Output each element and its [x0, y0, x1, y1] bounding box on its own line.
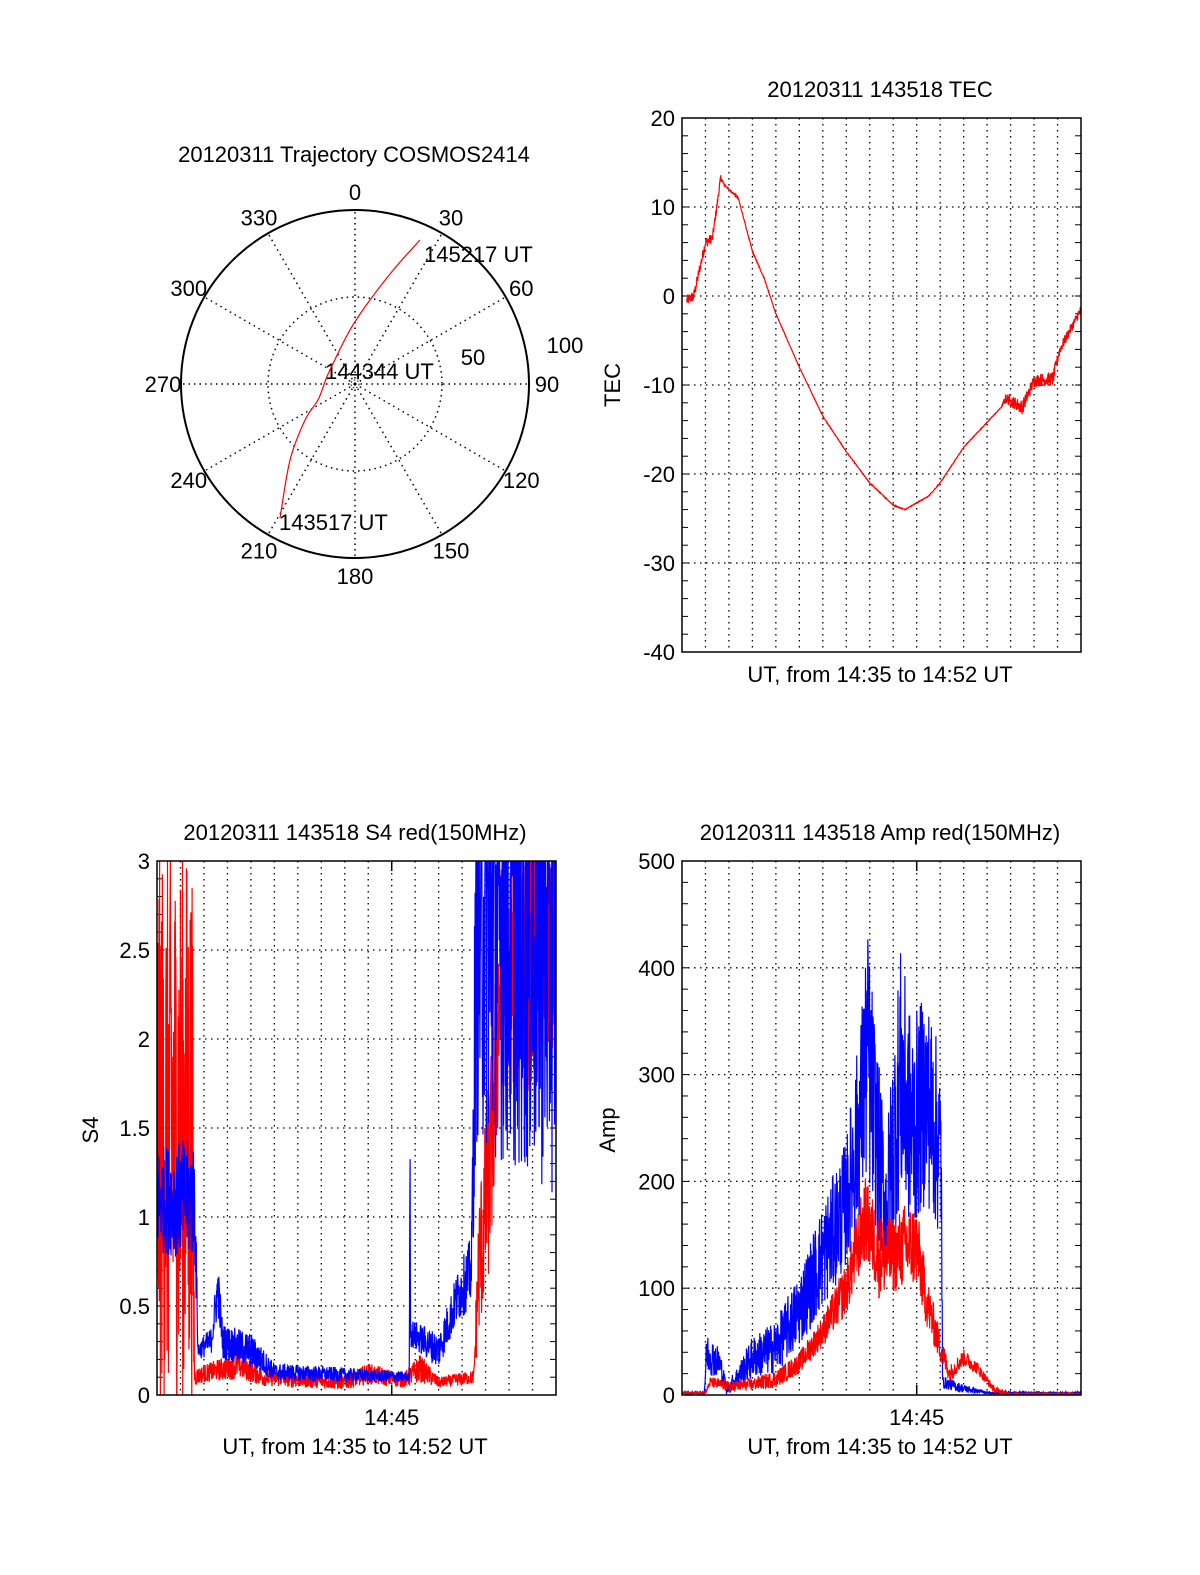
tec-xlabel: UT, from 14:35 to 14:52 UT	[747, 662, 1012, 687]
polar-spoke	[354, 232, 443, 385]
x-tick-label: 14:45	[364, 1405, 419, 1430]
polar-spoke	[267, 383, 356, 536]
radius-label-50: 50	[461, 345, 485, 370]
angle-tick-label: 150	[433, 538, 470, 563]
amp-xlabel: UT, from 14:35 to 14:52 UT	[747, 1434, 1012, 1459]
y-tick-label: 1.5	[119, 1116, 150, 1141]
plot-frame	[681, 860, 1082, 1396]
polar-title: 20120311 Trajectory COSMOS2414	[178, 142, 530, 167]
s4-title: 20120311 143518 S4 red(150MHz)	[183, 820, 526, 845]
y-tick-label: 400	[638, 956, 675, 981]
y-tick-label: 1	[138, 1205, 150, 1230]
polar-center-mark	[350, 379, 360, 389]
plot-frame	[681, 117, 1082, 653]
y-tick-label: 3	[138, 849, 150, 874]
series-line-amp-blue	[682, 939, 1081, 1395]
annotation-end-time: 145217 UT	[424, 242, 533, 267]
polar-spoke	[354, 296, 507, 385]
angle-tick-label: 0	[349, 180, 361, 205]
polar-outer-circle	[180, 209, 530, 559]
x-tick-label: 14:45	[889, 1405, 944, 1430]
angle-tick-label: 300	[170, 276, 207, 301]
y-tick-label: -20	[643, 462, 675, 487]
y-tick-label: 2.5	[119, 938, 150, 963]
y-tick-label: -30	[643, 551, 675, 576]
series-line-s4-blue	[157, 861, 556, 1383]
y-tick-label: 100	[638, 1276, 675, 1301]
s4-ylabel: S4	[78, 1117, 103, 1144]
amp-ylabel: Amp	[595, 1107, 620, 1152]
angle-tick-label: 330	[241, 206, 278, 231]
y-tick-label: -10	[643, 373, 675, 398]
polar-spoke	[354, 383, 443, 536]
y-tick-label: 200	[638, 1169, 675, 1194]
y-tick-label: 20	[651, 106, 675, 131]
y-tick-label: 10	[651, 195, 675, 220]
plot-frame	[156, 860, 557, 1396]
angle-tick-label: 60	[509, 276, 533, 301]
y-tick-label: 0.5	[119, 1294, 150, 1319]
angle-tick-label: 30	[439, 206, 463, 231]
tec-ylabel: TEC	[600, 363, 625, 407]
tec-chart: 20120311 143518 TEC UT, from 14:35 to 14…	[600, 77, 1082, 687]
annotation-start-time: 143517 UT	[279, 510, 388, 535]
amp-chart: 20120311 143518 Amp red(150MHz) UT, from…	[595, 820, 1082, 1459]
polar-inner-grid-circle	[267, 296, 443, 472]
y-tick-label: 300	[638, 1063, 675, 1088]
amp-title: 20120311 143518 Amp red(150MHz)	[700, 820, 1060, 845]
radius-label-100: 100	[547, 333, 584, 358]
angle-tick-label: 210	[241, 538, 278, 563]
annotation-mid-time: 144344 UT	[325, 359, 434, 384]
angle-tick-label: 90	[535, 372, 559, 397]
s4-xlabel: UT, from 14:35 to 14:52 UT	[222, 1434, 487, 1459]
s4-chart: 20120311 143518 S4 red(150MHz) UT, from …	[78, 820, 557, 1459]
polar-spoke	[203, 383, 356, 472]
tec-title: 20120311 143518 TEC	[767, 77, 993, 102]
y-tick-label: -40	[643, 640, 675, 665]
y-tick-label: 0	[138, 1383, 150, 1408]
trajectory-line	[279, 239, 421, 519]
y-tick-label: 0	[663, 284, 675, 309]
series-line-s4-red	[157, 861, 556, 1395]
y-tick-label: 2	[138, 1027, 150, 1052]
y-tick-label: 0	[663, 1383, 675, 1408]
y-tick-label: 500	[638, 849, 675, 874]
angle-tick-label: 270	[145, 372, 182, 397]
polar-spoke	[354, 383, 507, 472]
polar-trajectory-chart: 20120311 Trajectory COSMOS2414 100 50 14…	[145, 142, 584, 589]
angle-tick-label: 120	[503, 468, 540, 493]
angle-tick-label: 180	[337, 564, 374, 589]
polar-spoke	[267, 232, 356, 385]
series-line-tec	[686, 175, 1081, 512]
angle-tick-label: 240	[170, 468, 207, 493]
series-line-amp-red	[682, 1178, 1081, 1395]
